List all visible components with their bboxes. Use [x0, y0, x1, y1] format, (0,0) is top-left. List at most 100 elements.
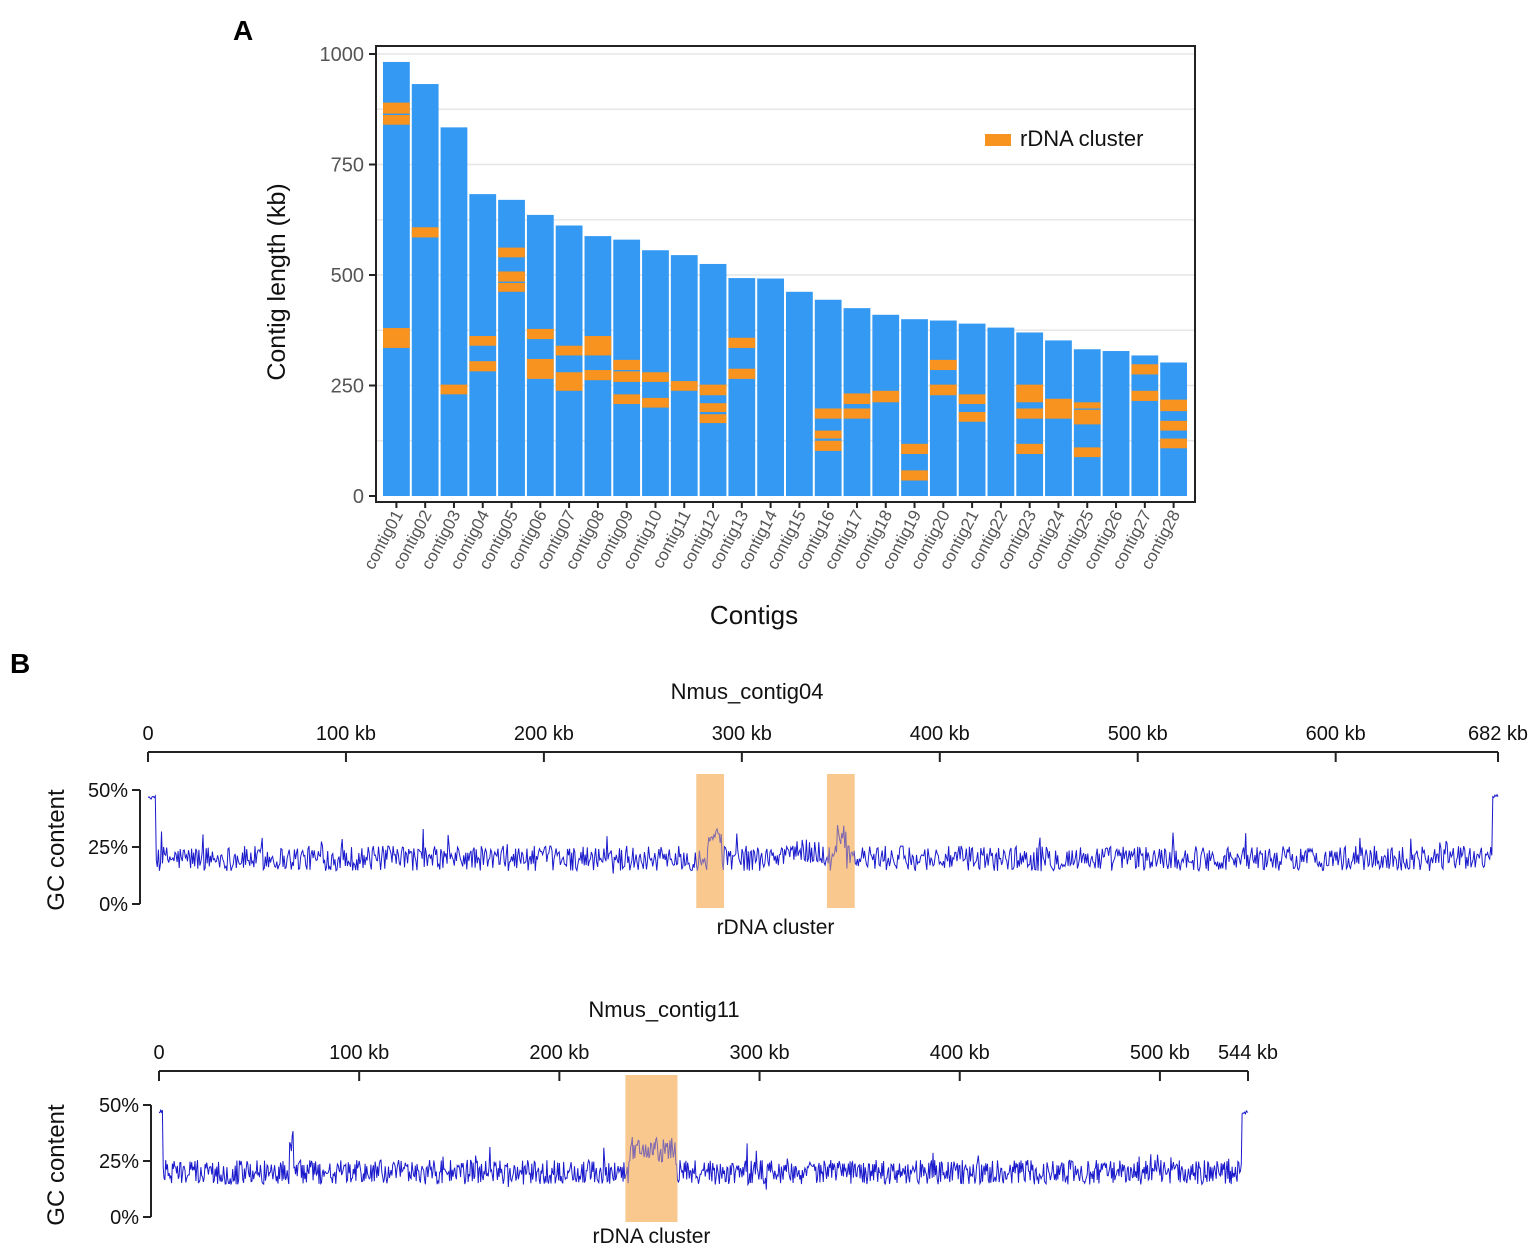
bar-contig01 — [383, 62, 410, 496]
kb-tick-label: 200 kb — [529, 1042, 589, 1064]
a-y-tick-label: 250 — [331, 376, 364, 398]
a-y-axis: 0 250 500 750 1000 — [320, 44, 377, 508]
kb-tick-label: 0 — [153, 1042, 164, 1064]
bar-contig06 — [527, 215, 554, 496]
figure: A 0 250 500 750 1000 contig01contig02contig0… — [0, 0, 1537, 1250]
gc-y-tick-label: 50% — [99, 1095, 139, 1117]
rdna-band-overlay — [827, 774, 855, 908]
rdna-segment-contig17 — [844, 408, 871, 418]
rdna-segment-contig10 — [642, 398, 669, 408]
bar-contig03 — [441, 127, 468, 496]
bar-contig12 — [700, 264, 727, 496]
rdna-segment-contig08 — [585, 336, 612, 355]
bar-contig05 — [498, 200, 525, 496]
rdna-segment-contig28 — [1160, 421, 1187, 431]
rdna-segment-contig27 — [1131, 391, 1158, 401]
kb-tick-label: 500 kb — [1130, 1042, 1190, 1064]
rdna-segment-contig23 — [1016, 408, 1043, 418]
rdna-segment-contig28 — [1160, 439, 1187, 449]
bar-contig19 — [901, 319, 928, 496]
a-y-tick-label: 750 — [331, 155, 364, 177]
rdna-segment-contig23 — [1016, 444, 1043, 454]
rdna-segment-contig07 — [556, 346, 583, 356]
rdna-band-overlay — [696, 774, 724, 908]
kb-tick-label: 500 kb — [1108, 723, 1168, 745]
rdna-segment-contig04 — [469, 336, 496, 346]
track-title-contig04: Nmus_contig04 — [671, 679, 824, 704]
rdna-segment-contig09 — [613, 371, 640, 382]
kb-tick-label: 400 kb — [910, 723, 970, 745]
a-x-axis: contig01contig02contig03contig04contig05… — [360, 502, 1184, 573]
gc-y-tick-label: 0% — [99, 894, 128, 916]
rdna-segment-contig25 — [1074, 402, 1101, 408]
rdna-segment-contig02 — [412, 227, 439, 237]
rdna-segment-contig11 — [671, 381, 698, 391]
rdna-segment-contig01 — [383, 115, 410, 125]
kb-tick-label: 544 kb — [1218, 1042, 1278, 1064]
a-y-tick-label: 1000 — [320, 44, 365, 66]
rdna-segment-contig25 — [1074, 447, 1101, 457]
panel-a-label: A — [233, 15, 253, 46]
kb-tick-label: 200 kb — [514, 723, 574, 745]
kb-tick-label: 300 kb — [712, 723, 772, 745]
rdna-segment-contig04 — [469, 361, 496, 371]
kb-tick-label: 100 kb — [329, 1042, 389, 1064]
rdna-segment-contig06 — [527, 359, 554, 379]
a-y-tick-label: 0 — [353, 486, 364, 508]
bar-contig20 — [930, 321, 957, 496]
gc-track-contig04: Nmus_contig04 GC content 0 100 kb 200 kb 30… — [43, 679, 1528, 939]
kb-tick-label: 600 kb — [1306, 723, 1366, 745]
legend-label-rdna: rDNA cluster — [1020, 126, 1143, 151]
rdna-segment-contig13 — [728, 338, 755, 348]
gc-y-tick-label: 50% — [88, 780, 128, 802]
a-legend: rDNA cluster — [985, 126, 1143, 151]
rdna-segment-contig01 — [383, 328, 410, 348]
rdna-segment-contig09 — [613, 394, 640, 404]
bar-contig26 — [1103, 351, 1130, 496]
rdna-segment-contig28 — [1160, 400, 1187, 411]
panel-b-label: B — [10, 648, 30, 679]
bar-contig13 — [728, 278, 755, 496]
rdna-segment-contig16 — [815, 441, 842, 451]
rdna-cluster-label: rDNA cluster — [717, 916, 835, 939]
rdna-cluster-label: rDNA cluster — [593, 1225, 711, 1248]
gc-y-tick-label: 25% — [88, 837, 128, 859]
rdna-segment-contig21 — [959, 412, 986, 422]
rdna-segment-contig19 — [901, 444, 928, 454]
rdna-segment-contig20 — [930, 385, 957, 396]
rdna-segment-contig12 — [700, 385, 727, 396]
gc-track-contig11: Nmus_contig11 GC content 0 100 kb 200 kb 30… — [43, 997, 1278, 1248]
bar-contig15 — [786, 292, 813, 496]
rdna-segment-contig24 — [1045, 399, 1072, 419]
rdna-segment-contig12 — [700, 414, 727, 423]
bar-contig11 — [671, 255, 698, 496]
bar-contig14 — [757, 279, 784, 496]
rdna-segment-contig06 — [527, 329, 554, 339]
rdna-segment-contig27 — [1131, 364, 1158, 374]
gc-y-tick-label: 0% — [110, 1207, 139, 1229]
bar-contig22 — [988, 328, 1015, 496]
panel-b: B Nmus_contig04 GC content 0 100 kb 200 kb… — [10, 648, 1528, 1248]
rdna-segment-contig10 — [642, 372, 669, 382]
gc-axis-title-contig04: GC content — [43, 789, 70, 911]
a-x-axis-title: Contigs — [710, 600, 798, 630]
rdna-segment-contig03 — [441, 385, 468, 395]
rdna-segment-contig17 — [844, 393, 871, 404]
kb-tick-label: 682 kb — [1468, 723, 1528, 745]
kb-tick-label: 0 — [142, 723, 153, 745]
rdna-band-overlay — [625, 1075, 677, 1222]
gc-y-tick-label: 25% — [99, 1151, 139, 1173]
rdna-segment-contig20 — [930, 360, 957, 370]
rdna-segment-contig23 — [1016, 385, 1043, 403]
rdna-segment-contig18 — [872, 391, 899, 402]
rdna-segment-contig12 — [700, 403, 727, 412]
rdna-segment-contig25 — [1074, 410, 1101, 425]
kb-tick-label: 400 kb — [930, 1042, 990, 1064]
rdna-segment-contig07 — [556, 372, 583, 391]
a-y-axis-title: Contig length (kb) — [263, 183, 291, 380]
rdna-segment-contig05 — [498, 248, 525, 258]
rdna-segment-contig21 — [959, 394, 986, 404]
panel-a: A 0 250 500 750 1000 contig01contig02contig0… — [233, 15, 1195, 630]
a-y-tick-label: 500 — [331, 265, 364, 287]
rdna-segment-contig01 — [383, 103, 410, 114]
